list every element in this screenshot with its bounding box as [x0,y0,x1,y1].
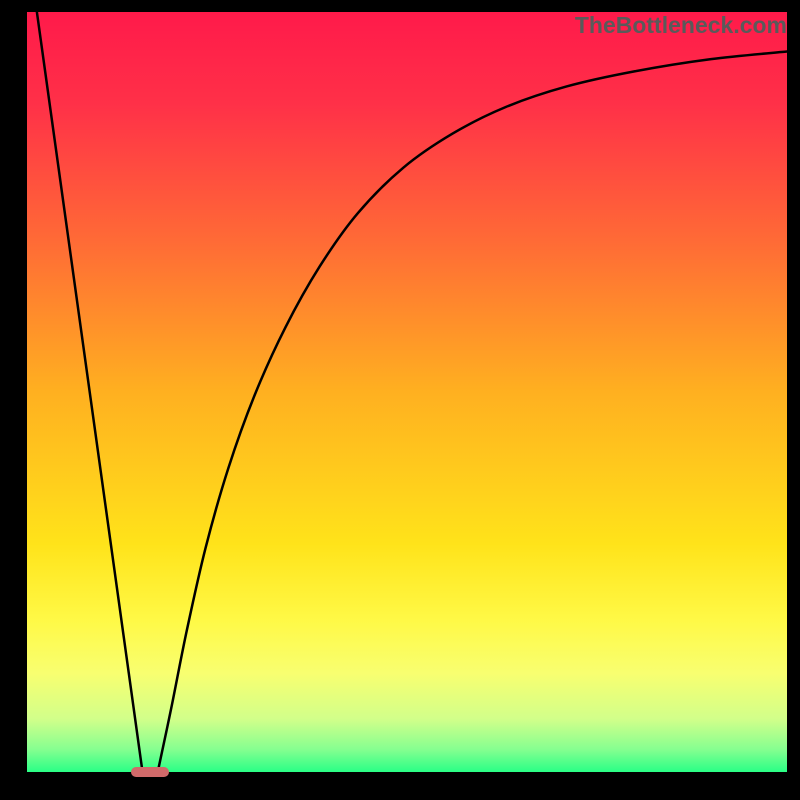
watermark-label: TheBottleneck.com [575,12,787,39]
plot-area [27,12,787,772]
optimum-marker [131,767,169,778]
bottleneck-curve [27,12,787,772]
chart-container: TheBottleneck.com [0,0,800,800]
